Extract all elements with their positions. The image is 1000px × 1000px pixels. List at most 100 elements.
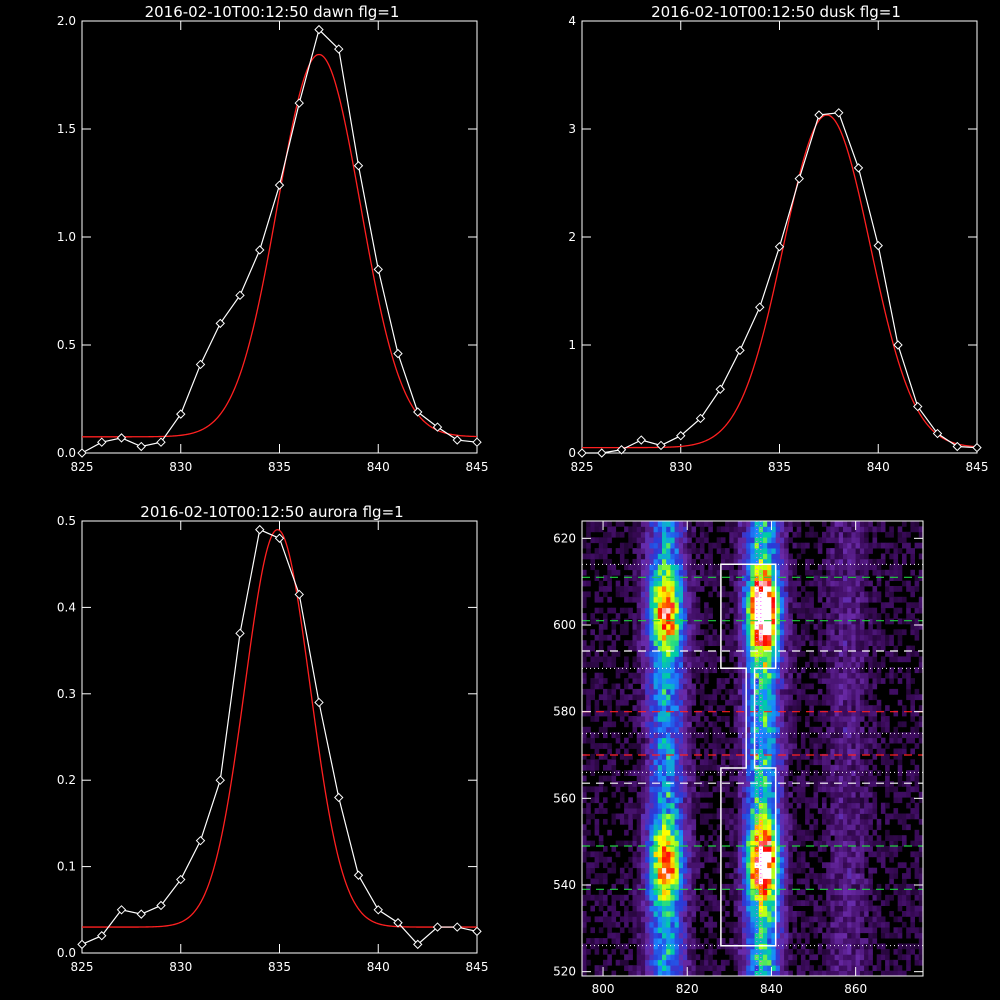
heatmap-cell <box>851 705 856 711</box>
heatmap-cell <box>708 927 713 934</box>
heatmap-cell <box>788 683 793 690</box>
heatmap-cell <box>885 829 890 836</box>
heatmap-cell <box>767 970 772 977</box>
heatmap-cell <box>666 721 671 728</box>
heatmap-cell <box>691 829 697 836</box>
heatmap-cell <box>737 694 743 701</box>
heatmap-cell <box>763 818 768 825</box>
heatmap-cell <box>872 661 878 668</box>
heatmap-cell <box>598 623 604 630</box>
heatmap-cell <box>632 591 638 598</box>
heatmap-cell <box>809 927 814 934</box>
heatmap-cell <box>678 716 684 722</box>
heatmap-cell <box>674 558 680 565</box>
heatmap-cell <box>843 683 848 690</box>
heatmap-cell <box>847 629 852 636</box>
heatmap-cell <box>594 575 600 581</box>
heatmap-cell <box>864 569 869 576</box>
heatmap-cell <box>763 797 768 804</box>
heatmap-cell <box>729 569 734 576</box>
heatmap-cell <box>800 867 806 874</box>
heatmap-cell <box>624 813 629 820</box>
heatmap-cell <box>725 553 730 560</box>
heatmap-cell <box>843 916 848 923</box>
heatmap-cell <box>678 943 684 950</box>
heatmap-cell <box>750 808 755 814</box>
heatmap-cell <box>838 965 844 971</box>
heatmap-cell <box>733 867 739 874</box>
heatmap-cell <box>590 537 595 544</box>
heatmap-cell <box>636 835 642 841</box>
heatmap-cell <box>687 743 692 749</box>
heatmap-cell <box>826 629 831 636</box>
heatmap-cell <box>653 732 659 739</box>
heatmap-cell <box>657 818 663 825</box>
heatmap-cell <box>590 813 595 820</box>
heatmap-cell <box>662 932 667 939</box>
heatmap-cell <box>885 867 890 874</box>
heatmap-cell <box>826 618 831 625</box>
heatmap-cell <box>817 775 823 782</box>
heatmap-cell <box>674 667 680 674</box>
heatmap-cell <box>603 873 608 879</box>
heatmap-cell <box>838 602 844 609</box>
heatmap-cell <box>611 651 617 657</box>
heatmap-cell <box>636 575 642 581</box>
heatmap-cell <box>855 813 861 820</box>
heatmap-cell <box>598 753 604 760</box>
heatmap-cell <box>674 672 680 679</box>
heatmap-cell <box>670 521 675 527</box>
heatmap-cell <box>615 748 621 755</box>
heatmap-cell <box>590 862 595 869</box>
heatmap-cell <box>670 548 675 554</box>
heatmap-cell <box>666 959 671 966</box>
heatmap-cell <box>830 732 835 739</box>
heatmap-cell <box>750 553 755 560</box>
heatmap-cell <box>864 699 869 706</box>
heatmap-cell <box>725 851 730 858</box>
heatmap-cell <box>859 591 865 598</box>
heatmap-cell <box>750 965 755 971</box>
heatmap-cell <box>640 921 646 928</box>
heatmap-cell <box>885 883 890 890</box>
heatmap-cell <box>775 916 781 923</box>
heatmap-cell <box>691 596 697 603</box>
heatmap-cell <box>607 743 612 749</box>
heatmap-cell <box>640 775 646 782</box>
heatmap-cell <box>742 878 747 885</box>
heatmap-cell <box>889 634 894 641</box>
heatmap-cell <box>800 743 806 749</box>
heatmap-cell <box>750 575 755 581</box>
heatmap-cell <box>864 900 869 906</box>
heatmap-cell <box>733 927 739 934</box>
heatmap-cell <box>662 851 667 858</box>
heatmap-cell <box>640 651 646 657</box>
heatmap-cell <box>640 911 646 917</box>
heatmap-cell <box>746 753 751 760</box>
heatmap-cell <box>872 743 878 749</box>
heatmap-cell <box>636 623 642 630</box>
heatmap-cell <box>796 694 802 701</box>
data-point <box>893 340 903 350</box>
heatmap-cell <box>822 699 827 706</box>
heatmap-cell <box>805 591 810 598</box>
heatmap-cell <box>666 553 671 560</box>
heatmap-cell <box>834 618 840 625</box>
heatmap-cell <box>704 575 709 581</box>
heatmap-cell <box>779 878 785 885</box>
heatmap-cell <box>586 521 591 527</box>
heatmap-cell <box>683 970 688 977</box>
heatmap-cell <box>716 813 722 820</box>
heatmap-cell <box>847 824 852 831</box>
heatmap-cell <box>683 705 688 711</box>
heatmap-cell <box>843 716 848 722</box>
heatmap-cell <box>640 591 646 598</box>
heatmap-cell <box>767 965 772 971</box>
heatmap-cell <box>788 591 793 598</box>
heatmap-cell <box>636 618 642 625</box>
heatmap-cell <box>649 856 654 863</box>
heatmap-cell <box>834 840 840 847</box>
heatmap-cell <box>649 818 654 825</box>
heatmap-cell <box>712 575 718 581</box>
heatmap-cell <box>830 607 835 614</box>
